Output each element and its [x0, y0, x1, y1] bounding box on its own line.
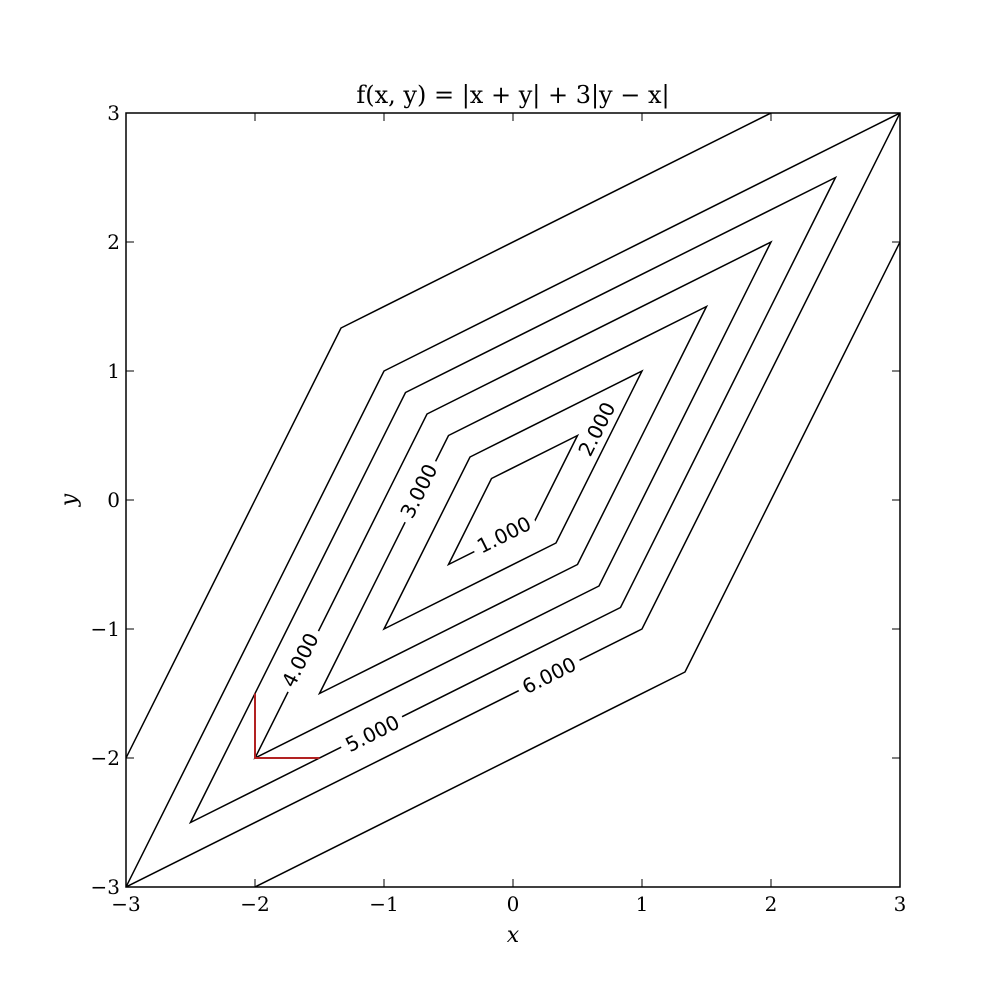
contour-label-1: 1.000: [467, 507, 541, 562]
y-tick-label: −2: [91, 746, 120, 770]
x-axis-label: x: [507, 923, 520, 948]
x-tick-label: 0: [507, 892, 520, 916]
x-tick-label: −2: [240, 892, 269, 916]
contour-label-text: 6.000: [518, 652, 580, 699]
y-tick-label: −3: [91, 875, 120, 899]
x-tick-label: 1: [636, 892, 649, 916]
y-tick-label: 0: [107, 488, 120, 512]
y-tick-label: 1: [107, 359, 120, 383]
x-tick-label: −3: [111, 892, 140, 916]
highlight-path: [254, 693, 320, 759]
contour-label-text: 3.000: [395, 460, 442, 522]
contour-label-text: 5.000: [341, 710, 403, 757]
x-tick-label: −1: [369, 892, 398, 916]
contour-level-4: [253, 240, 773, 760]
contour-level-5: [188, 175, 838, 825]
y-tick-label: 3: [107, 101, 120, 125]
contour-label-3: 3.000: [391, 454, 446, 528]
highlight-polyline: [254, 693, 320, 759]
axis-ticks: −3 −2 −1 0 1 2 3 −3 −2 −1 0 1 2 3: [91, 101, 907, 916]
contour-label-text: 4.000: [277, 629, 324, 691]
y-tick-label: 2: [107, 230, 120, 254]
plot-frame: [125, 112, 901, 888]
x-tick-label: 3: [894, 892, 907, 916]
contour-level-1: [446, 433, 580, 567]
chart-title: f(x, y) = |x + y| + 3|y − x|: [356, 81, 669, 110]
contour-label-text: 1.000: [473, 511, 535, 558]
contour-level-3: [317, 304, 709, 696]
y-tick-label: −1: [91, 617, 120, 641]
contour-level-2: [382, 369, 644, 631]
contour-label-4: 4.000: [273, 623, 327, 697]
contour-label-5: 5.000: [336, 706, 409, 761]
y-axis-label: y: [57, 493, 82, 507]
x-tick-label: 2: [765, 892, 778, 916]
contour-level-6: [126, 113, 900, 887]
